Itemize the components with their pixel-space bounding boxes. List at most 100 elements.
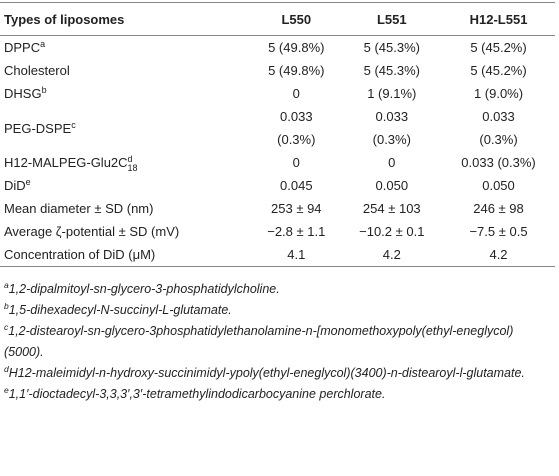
cell: 5 (45.3%) xyxy=(342,36,442,60)
cell-line: 0.050 xyxy=(375,178,409,193)
cell: 0 xyxy=(251,151,342,174)
subscript: 18 xyxy=(127,162,138,173)
cell: 0.033 (0.3%) xyxy=(442,151,555,174)
superscript: c xyxy=(71,119,76,130)
footnote-text: 1,2-dipalmitoyl-sn-glycero-3-phosphatidy… xyxy=(8,282,280,296)
footnote-text: 1,5-dihexadecyl-N-succinyl-L-glutamate. xyxy=(8,303,232,317)
cell: 0.050 xyxy=(342,174,442,197)
table-row: DHSGb 0 1 (9.1%) 1 (9.0%) xyxy=(0,82,555,105)
cell: 5 (49.8%) xyxy=(251,36,342,60)
cell-line: 1 (9.0%) xyxy=(473,86,524,101)
cell: 253 ± 94 xyxy=(251,197,342,220)
cell-line: 5 (45.3%) xyxy=(363,63,420,78)
cell-line: 0.033 xyxy=(375,109,409,124)
footnote-marker: d xyxy=(4,364,9,374)
cell-line: 0 xyxy=(292,155,300,170)
cell-line: 0.033 xyxy=(280,109,313,124)
cell-line: 5 (45.3%) xyxy=(363,40,420,55)
table-row: DiDe 0.045 0.050 0.050 xyxy=(0,174,555,197)
cell-line: (0.3%) xyxy=(479,132,518,147)
footnote-marker: c xyxy=(4,322,9,332)
column-header: L550 xyxy=(251,2,342,36)
cell-line: 246 ± 98 xyxy=(473,201,524,216)
footnote: a1,2-dipalmitoyl-sn-glycero-3-phosphatid… xyxy=(4,279,552,300)
cell-line: 5 (45.2%) xyxy=(470,63,527,78)
superscript: b xyxy=(41,85,47,95)
cell: 5 (49.8%) xyxy=(251,59,342,82)
footnote: dH12-maleimidyl-n-hydroxy-succinimidyl-y… xyxy=(4,363,552,384)
cell-line: −7.5 ± 0.5 xyxy=(469,224,528,239)
cell-line: 1 (9.1%) xyxy=(367,86,417,101)
table-row: Mean diameter ± SD (nm) 253 ± 94 254 ± 103… xyxy=(0,197,555,220)
cell-line: 4.2 xyxy=(489,247,508,262)
cell: 1 (9.1%) xyxy=(342,82,442,105)
cell: 5 (45.2%) xyxy=(442,59,555,82)
cell-line: 253 ± 94 xyxy=(271,201,322,216)
label-text: Mean diameter ± SD (nm) xyxy=(4,201,154,216)
cell-line: 5 (45.2%) xyxy=(470,40,527,55)
row-label: Cholesterol xyxy=(0,59,251,82)
column-header: Types of liposomes xyxy=(0,2,252,36)
cell: 0.050 xyxy=(442,174,555,197)
cell: 5 (45.3%) xyxy=(342,59,442,82)
footnote-text: 1,1′-dioctadecyl-3,3,3′,3′-tetramethylin… xyxy=(8,387,386,401)
cell-line: −2.8 ± 1.1 xyxy=(267,224,326,239)
sup-sub: d 18 xyxy=(127,153,138,173)
table-row: Concentration of DiD (μM) 4.1 4.2 4.2 xyxy=(0,243,555,267)
table-row: H12-MALPEG-Glu2C d 18 0 0 0.033 (0.3%) xyxy=(0,151,555,174)
footnote-marker: b xyxy=(4,301,9,311)
footnote: b1,5-dihexadecyl-N-succinyl-L-glutamate. xyxy=(4,300,552,321)
label-text: DHSG xyxy=(4,86,42,101)
footnotes: a1,2-dipalmitoyl-sn-glycero-3-phosphatid… xyxy=(4,279,552,405)
cell-line: (0.3%) xyxy=(372,132,411,147)
cell: 0.045 xyxy=(251,174,342,197)
table-row: Cholesterol 5 (49.8%) 5 (45.3%) 5 (45.2%) xyxy=(0,59,555,82)
cell-line: 5 (49.8%) xyxy=(268,63,325,78)
superscript: d xyxy=(127,153,133,164)
footnote-text: H12-maleimidyl-n-hydroxy-succinimidyl-yp… xyxy=(8,366,525,380)
cell-line: 0 xyxy=(388,155,396,170)
cell-line: 5 (49.8%) xyxy=(268,40,325,55)
cell: 4.1 xyxy=(251,243,342,267)
cell-line: 4.1 xyxy=(287,247,306,262)
label-text: Concentration of DiD (μM) xyxy=(4,247,156,262)
row-label: Concentration of DiD (μM) xyxy=(0,243,252,267)
cell: −7.5 ± 0.5 xyxy=(442,220,555,243)
cell-line: 4.2 xyxy=(382,247,401,262)
label-text: DPPC xyxy=(4,40,41,55)
label-text: H12-MALPEG-Glu2C xyxy=(4,155,128,170)
footnote-text: 1,2-distearoyl-sn-glycero-3phosphatidyle… xyxy=(4,324,514,359)
cell: 5 (45.2%) xyxy=(442,36,555,60)
cell-line: 0.033 xyxy=(482,109,515,124)
row-label: PEG-DSPEc xyxy=(0,105,251,151)
cell: 4.2 xyxy=(442,243,555,267)
cell: 0 xyxy=(342,151,442,174)
footnote: e1,1′-dioctadecyl-3,3,3′,3′-tetramethyli… xyxy=(4,384,552,405)
cell: −10.2 ± 0.1 xyxy=(342,220,442,243)
row-label: Mean diameter ± SD (nm) xyxy=(0,197,251,220)
cell-line: 254 ± 103 xyxy=(362,201,421,216)
label-text: Cholesterol xyxy=(4,63,70,78)
cell-line: (0.3%) xyxy=(277,132,316,147)
header-row: Types of liposomes L550 L551 H12-L551 xyxy=(0,2,555,36)
footnote-marker: a xyxy=(4,280,9,290)
data-table: Types of liposomes L550 L551 H12-L551 DPPCa… xyxy=(0,2,555,267)
cell: 4.2 xyxy=(341,243,443,267)
superscript: a xyxy=(40,39,46,49)
cell: 0 xyxy=(251,82,342,105)
superscript: e xyxy=(25,177,31,187)
footnote: c1,2-distearoyl-sn-glycero-3phosphatidyl… xyxy=(4,321,552,363)
column-header: L551 xyxy=(341,2,443,36)
cell: 0.033 (0.3%) xyxy=(342,105,442,151)
cell-line: 0.050 xyxy=(482,178,515,193)
label-text: PEG-DSPE xyxy=(4,120,72,136)
table-row: Average ζ-potential ± SD (mV) −2.8 ± 1.1 −… xyxy=(0,220,555,243)
label-text: Average ζ-potential ± SD (mV) xyxy=(4,224,180,239)
row-label: DHSGb xyxy=(0,82,251,105)
cell: −2.8 ± 1.1 xyxy=(251,220,342,243)
cell: 246 ± 98 xyxy=(442,197,555,220)
footnote-marker: e xyxy=(4,385,9,395)
cell-line: −10.2 ± 0.1 xyxy=(359,224,425,239)
column-header: H12-L551 xyxy=(442,2,555,36)
